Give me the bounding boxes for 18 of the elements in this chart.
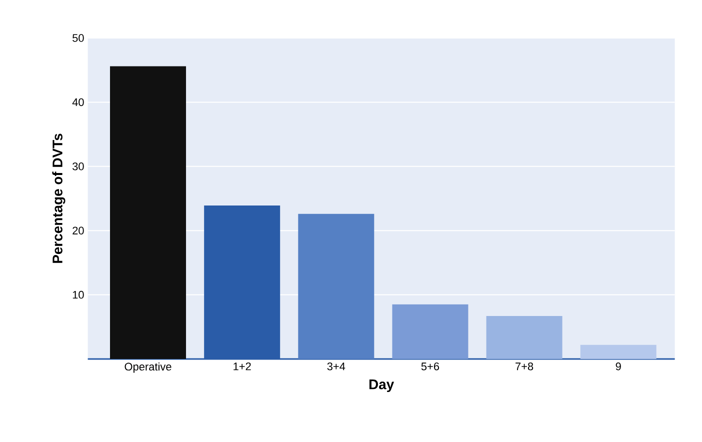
y-tick-label: 30 [72, 162, 84, 170]
x-tick-label: 1+2 [234, 362, 251, 370]
x-axis-title: Day [369, 380, 394, 392]
bar [486, 316, 562, 359]
x-tick-label: Operative [124, 362, 172, 373]
bar [298, 214, 374, 359]
bar [392, 304, 468, 359]
x-tick-label: 7+8 [516, 362, 534, 370]
x-tick-label: 3+4 [327, 362, 346, 370]
y-tick-label: 10 [72, 290, 84, 299]
y-tick-label: 40 [72, 98, 84, 106]
bar [580, 344, 656, 359]
y-tick-label: 20 [72, 226, 84, 234]
bar [110, 66, 186, 359]
x-tick-label: 9 [616, 362, 621, 370]
x-tick-label: 5+6 [421, 362, 440, 370]
y-axis-title: Percentage of DVTs [52, 134, 66, 263]
y-tick-label: 50 [72, 34, 84, 42]
